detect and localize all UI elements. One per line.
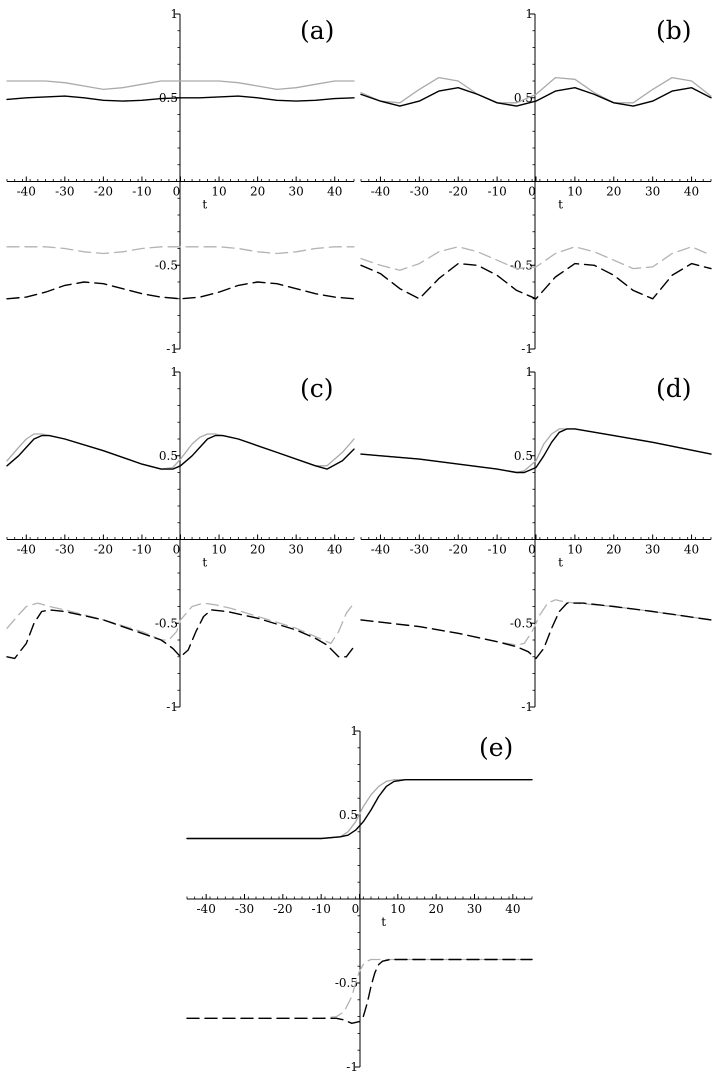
y-tick-label: 1	[350, 724, 358, 738]
x-tick-label: 40	[684, 185, 699, 199]
series-solid-grey	[360, 76, 712, 104]
y-tick-label: 0.5	[514, 449, 533, 463]
x-tick-label: 0	[528, 185, 536, 199]
y-tick-label: 1	[525, 365, 533, 379]
x-tick-label: -20	[94, 543, 113, 557]
x-tick-label: -10	[132, 185, 151, 199]
series-solid-black	[6, 434, 355, 470]
x-tick-label: 40	[327, 185, 342, 199]
x-tick-label: 20	[250, 543, 265, 557]
panel-5: -40 -30 -20 -10 0 10 20 30 40 1 0.5 -0.5 -1 t (e)	[186, 724, 533, 1074]
x-tick-label: -30	[410, 543, 429, 557]
x-axis-label: t	[381, 915, 386, 929]
x-tick-label: 20	[250, 185, 265, 199]
y-tick-label: -0.5	[510, 258, 533, 272]
x-tick-label: -40	[17, 543, 36, 557]
x-tick-label: -30	[55, 543, 74, 557]
series-dashed-grey	[186, 958, 533, 1019]
x-tick-label: 40	[684, 543, 699, 557]
x-tick-label: -20	[94, 185, 113, 199]
y-tick-label: 1	[170, 365, 178, 379]
x-tick-label: 40	[327, 543, 342, 557]
x-tick-label: -40	[17, 185, 36, 199]
y-tick-label: 1	[170, 7, 178, 21]
x-axis-label: t	[202, 556, 207, 570]
y-tick-label: -1	[521, 700, 533, 714]
panel-4: -40 -30 -20 -10 0 10 20 30 40 1 0.5 -0.5 -1 t (d)	[360, 365, 712, 714]
panel-label: (a)	[300, 16, 334, 45]
series-dashed-black	[360, 602, 712, 660]
series-dashed-grey	[6, 602, 355, 645]
series-solid-black	[186, 779, 533, 840]
panel-label: (c)	[300, 374, 334, 403]
x-tick-label: 20	[606, 185, 621, 199]
x-tick-label: -10	[312, 902, 331, 916]
x-tick-label: -20	[449, 543, 468, 557]
x-tick-label: -10	[487, 185, 506, 199]
x-tick-label: -40	[197, 902, 216, 916]
x-tick-label: -30	[55, 185, 74, 199]
series-dashed-grey	[6, 246, 355, 255]
panel-label: (d)	[656, 374, 692, 403]
y-tick-label: -0.5	[155, 616, 178, 630]
series-dashed-grey	[360, 599, 712, 646]
x-tick-label: -30	[235, 902, 254, 916]
series-solid-black	[360, 87, 712, 107]
panel-3: -40 -30 -20 -10 0 10 20 30 40 1 0.5 -0.5 -1 t (c)	[6, 365, 355, 714]
x-tick-label: -30	[410, 185, 429, 199]
series-solid-grey	[360, 428, 712, 474]
series-solid-grey	[6, 80, 355, 91]
x-tick-label: -20	[449, 185, 468, 199]
panel-label: (b)	[656, 16, 692, 45]
series-dashed-black	[186, 958, 533, 1024]
x-tick-label: 30	[467, 902, 482, 916]
x-tick-label: 10	[211, 185, 226, 199]
x-tick-label: 20	[429, 902, 444, 916]
x-tick-label: 10	[567, 543, 582, 557]
x-axis-label: t	[558, 556, 563, 570]
y-tick-label: -1	[521, 342, 533, 356]
y-tick-label: -1	[166, 700, 178, 714]
series-dashed-black	[6, 281, 355, 300]
x-tick-label: 30	[645, 543, 660, 557]
x-axis-label: t	[558, 198, 563, 212]
x-axis-label: t	[202, 198, 207, 212]
y-tick-label: 1	[525, 7, 533, 21]
x-tick-label: 30	[645, 185, 660, 199]
x-tick-label: 10	[567, 185, 582, 199]
series-dashed-grey	[360, 246, 712, 271]
x-tick-label: 40	[505, 902, 520, 916]
x-tick-label: 30	[289, 543, 304, 557]
series-dashed-black	[6, 609, 355, 660]
x-tick-label: 10	[211, 543, 226, 557]
x-tick-label: -10	[487, 543, 506, 557]
y-tick-label: -0.5	[510, 616, 533, 630]
series-dashed-black	[360, 262, 712, 300]
x-tick-label: -40	[371, 185, 390, 199]
y-tick-label: -0.5	[335, 976, 358, 990]
y-tick-label: 0.5	[339, 808, 358, 822]
x-tick-label: -40	[371, 543, 390, 557]
x-tick-label: 0	[352, 902, 360, 916]
x-tick-label: 10	[390, 902, 405, 916]
x-tick-label: 0	[173, 543, 181, 557]
y-tick-label: -1	[166, 342, 178, 356]
series-solid-black	[6, 95, 355, 102]
x-tick-label: 30	[289, 185, 304, 199]
y-tick-label: -1	[346, 1060, 358, 1074]
y-tick-label: -0.5	[155, 258, 178, 272]
panel-label: (e)	[479, 733, 513, 762]
x-tick-label: -10	[132, 543, 151, 557]
series-solid-black	[360, 428, 712, 474]
x-tick-label: 0	[528, 543, 536, 557]
x-tick-label: 0	[173, 185, 181, 199]
x-tick-label: -20	[273, 902, 292, 916]
x-tick-label: 20	[606, 543, 621, 557]
y-tick-label: 0.5	[159, 449, 178, 463]
